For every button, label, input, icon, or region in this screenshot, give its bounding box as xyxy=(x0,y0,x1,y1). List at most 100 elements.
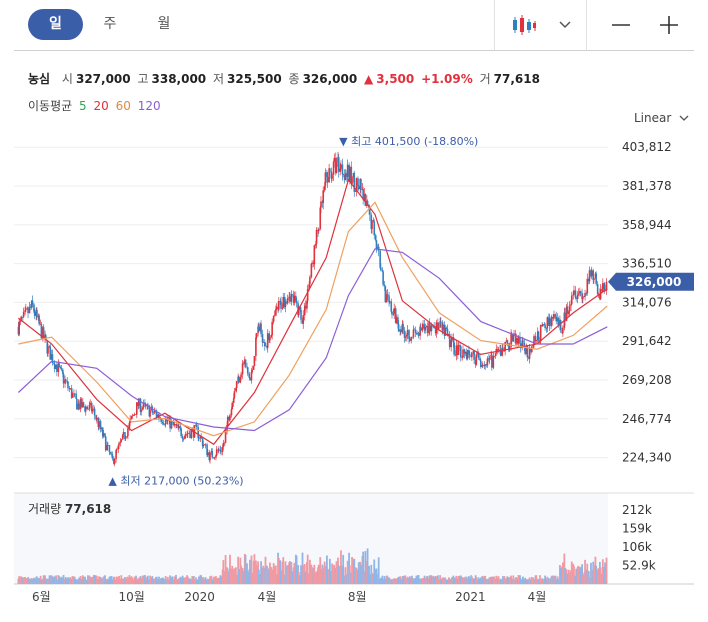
candle-body xyxy=(397,317,399,325)
volume-bar xyxy=(413,578,416,584)
candle-body xyxy=(164,418,167,425)
candle-body xyxy=(99,421,102,429)
volume-bar xyxy=(426,575,429,584)
candle-body xyxy=(384,286,387,303)
volume-bar xyxy=(138,577,140,584)
candle-body xyxy=(120,439,123,442)
candle-body xyxy=(195,424,198,428)
moving-average-legend[interactable]: 이동평균 5 20 60 120 xyxy=(28,97,164,114)
tab-monthly[interactable]: 월 xyxy=(157,16,171,32)
candle-body xyxy=(583,296,586,298)
candle-body xyxy=(62,369,64,374)
candle-body xyxy=(89,402,91,405)
volume-bar xyxy=(186,576,189,584)
volume-bar xyxy=(93,575,96,584)
tab-daily[interactable]: 일 xyxy=(28,9,83,40)
volume-bar xyxy=(581,574,584,584)
candle-body xyxy=(522,340,524,343)
zoom-out-button[interactable] xyxy=(606,0,636,50)
volume-bar xyxy=(33,578,36,584)
candle-body xyxy=(445,327,448,329)
volume-bar xyxy=(286,564,289,584)
volume-bar xyxy=(504,578,507,584)
ma60-label: 60 xyxy=(115,99,131,113)
volume-bar xyxy=(200,575,203,584)
volume-bar xyxy=(189,578,191,584)
volume-bar xyxy=(497,576,500,584)
zoom-in-button[interactable] xyxy=(654,0,684,50)
volume-bar xyxy=(477,577,480,584)
candle-body xyxy=(164,424,166,425)
volume-bar xyxy=(222,560,225,584)
candle-body xyxy=(160,418,163,422)
candle-body xyxy=(100,427,103,429)
candle-body xyxy=(166,418,168,422)
candle-body xyxy=(130,416,133,420)
candle-body xyxy=(410,336,413,341)
candle-body xyxy=(258,326,260,332)
volume-bar xyxy=(271,569,274,584)
volume-bar xyxy=(346,560,349,584)
volume-bar xyxy=(539,579,542,584)
volume-axis-label: 106k xyxy=(622,540,652,554)
volume-bar xyxy=(173,576,176,584)
volume-bar xyxy=(444,577,447,584)
volume-bar xyxy=(331,563,333,584)
volume-bar xyxy=(84,579,87,584)
volume-bar xyxy=(499,578,502,584)
candle-body xyxy=(280,301,282,309)
candle-body xyxy=(167,420,169,422)
candle-body xyxy=(224,442,226,444)
volume-bar xyxy=(517,575,520,584)
chart-type-button[interactable] xyxy=(504,0,544,50)
volume-bar xyxy=(344,567,347,584)
volume-bar xyxy=(107,579,109,584)
tab-weekly[interactable]: 주 xyxy=(103,16,117,32)
candle-body xyxy=(281,307,284,309)
candle-body xyxy=(197,427,199,439)
volume-bar xyxy=(448,578,451,584)
current-price-tag xyxy=(608,272,694,291)
scale-label: Linear xyxy=(634,111,672,125)
candle-body xyxy=(328,168,330,183)
volume-bar xyxy=(149,575,152,584)
candle-body xyxy=(544,324,546,329)
candle-body xyxy=(494,353,497,357)
candle-body xyxy=(534,336,537,342)
candle-body xyxy=(562,328,564,333)
volume-bar xyxy=(171,576,174,584)
volume-bar xyxy=(357,562,360,584)
candle-body xyxy=(402,324,404,331)
scale-selector[interactable]: Linear xyxy=(634,111,689,125)
candle-body xyxy=(293,295,296,303)
candle-body xyxy=(151,406,154,413)
volume-bar xyxy=(513,579,515,584)
candle-body xyxy=(22,316,24,318)
volume-bar xyxy=(404,575,407,584)
volume-bar xyxy=(570,561,573,584)
volume-bar xyxy=(22,577,25,584)
candle-body xyxy=(386,294,388,303)
high-value: 338,000 xyxy=(151,72,207,86)
candle-body xyxy=(188,433,191,434)
candle-body xyxy=(308,284,310,290)
candle-body xyxy=(570,295,573,305)
volume-bar xyxy=(382,578,385,584)
candle-body xyxy=(190,429,193,438)
volume-bar xyxy=(386,576,389,584)
candle-body xyxy=(42,327,45,339)
candle-body xyxy=(501,347,504,356)
volume-bar xyxy=(191,576,194,584)
candle-body xyxy=(408,338,411,341)
candle-body xyxy=(127,428,129,437)
minus-icon xyxy=(612,24,630,26)
candle-body xyxy=(349,166,351,182)
volume-bar xyxy=(166,576,169,584)
candle-body xyxy=(526,345,529,358)
candle-body xyxy=(511,333,513,342)
candle-body xyxy=(524,346,526,355)
chart-type-dropdown[interactable] xyxy=(554,0,576,50)
candle-body xyxy=(450,339,452,348)
candle-body xyxy=(364,193,367,207)
